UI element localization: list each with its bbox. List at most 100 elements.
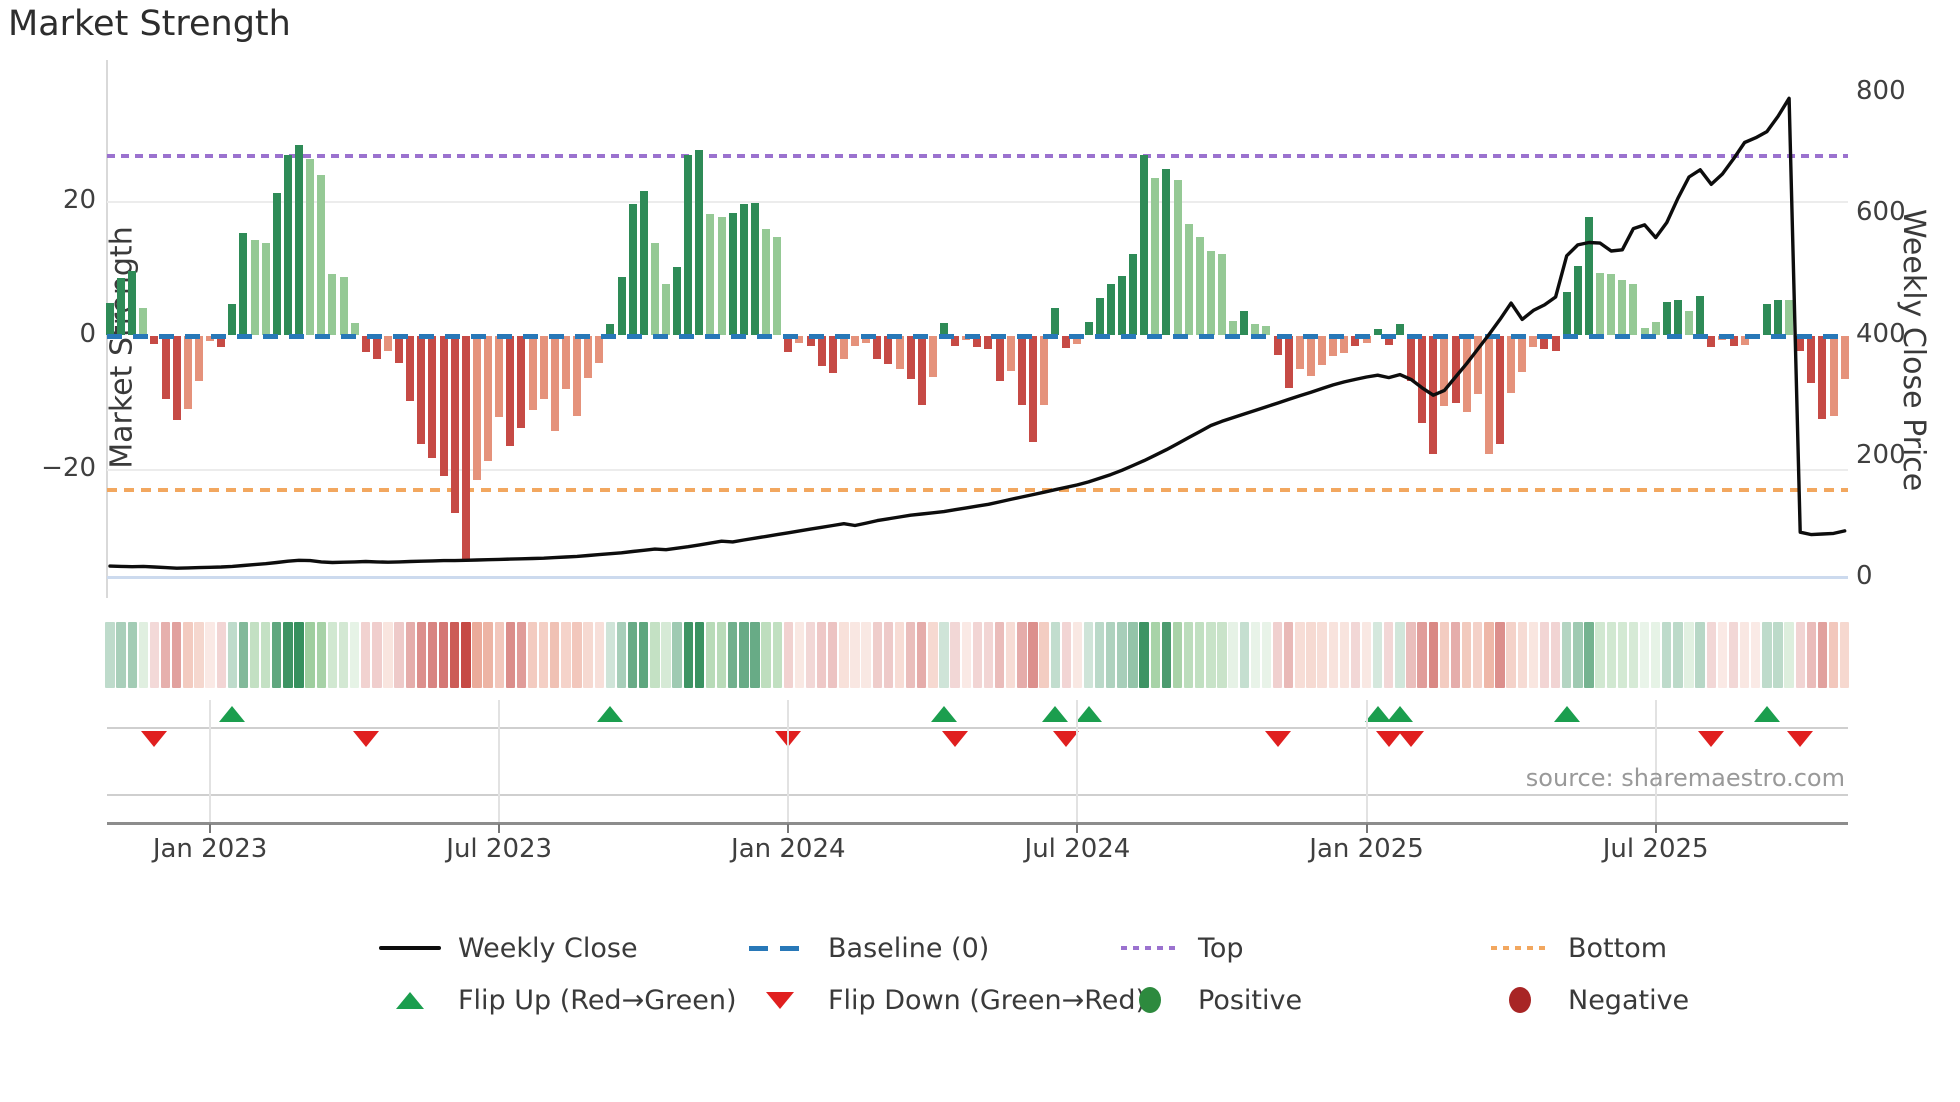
heatmap-cell <box>416 622 427 688</box>
flip-down-marker <box>942 731 969 747</box>
heatmap-cell <box>260 622 271 688</box>
flip-down-marker <box>1053 731 1080 747</box>
positive-strength-bar <box>1251 324 1260 335</box>
heatmap-cell <box>928 622 938 688</box>
negative-strength-bar <box>1840 336 1849 380</box>
heatmap-cell <box>894 622 905 688</box>
negative-strength-bar <box>895 336 904 370</box>
positive-strength-bar <box>1240 310 1249 335</box>
x-axis-tick-label: Jul 2024 <box>1024 834 1131 864</box>
flip-down-marker <box>352 731 379 747</box>
positive-dot-icon <box>1139 987 1161 1013</box>
flip-down-marker <box>1787 731 1814 747</box>
positive-strength-bar <box>1762 304 1771 335</box>
negative-strength-bar <box>806 336 815 347</box>
heatmap-cell <box>1250 622 1261 688</box>
heatmap-cell <box>394 622 404 688</box>
legend-item-label: Top <box>1198 932 1244 964</box>
heatmap-cell <box>1006 622 1016 688</box>
positive-strength-bar <box>306 158 315 335</box>
positive-strength-bar <box>739 204 748 335</box>
heatmap-cell <box>1817 622 1828 688</box>
weekly-close-line-swatch <box>379 946 441 950</box>
negative-strength-bar <box>1306 336 1315 377</box>
positive-strength-bar <box>350 322 359 335</box>
heatmap-cell <box>238 622 249 688</box>
positive-strength-bar <box>1129 254 1138 335</box>
heatmap-cell <box>728 622 738 688</box>
positive-strength-bar <box>139 307 148 335</box>
heatmap-cell <box>1206 622 1216 688</box>
negative-strength-bar <box>1507 336 1516 393</box>
negative-strength-bar <box>528 336 537 411</box>
marker-band-gridline <box>209 700 212 822</box>
positive-strength-bar <box>1184 224 1193 335</box>
heatmap-cell <box>1550 622 1561 688</box>
heatmap-cell <box>1528 622 1539 688</box>
heatmap-cell <box>1195 622 1205 688</box>
heatmap-cell <box>227 622 237 688</box>
heatmap-cell <box>1784 622 1794 688</box>
marker-band-gridline <box>498 700 501 822</box>
heatmap-cell <box>950 622 960 688</box>
negative-strength-bar <box>439 336 448 477</box>
negative-strength-bar <box>1440 336 1449 407</box>
positive-strength-bar <box>1596 272 1605 335</box>
heatmap-cell <box>783 622 793 688</box>
heatmap-cell <box>1361 622 1372 688</box>
flip-up-marker <box>219 706 246 722</box>
heatmap-cell <box>516 622 527 688</box>
heatmap-cell <box>1573 622 1583 688</box>
heatmap-cell <box>1295 622 1305 688</box>
negative-strength-bar <box>1807 336 1816 384</box>
negative-strength-bar <box>828 336 837 373</box>
x-axis-tick <box>209 824 212 833</box>
positive-strength-bar <box>1140 154 1149 335</box>
negative-strength-bar <box>795 336 804 343</box>
positive-strength-bar <box>1229 320 1238 335</box>
negative-strength-bar <box>1518 336 1527 373</box>
heatmap-cell <box>461 622 471 688</box>
positive-strength-bar <box>1573 266 1582 335</box>
negative-strength-bar <box>573 336 582 417</box>
heatmap-cell <box>283 622 293 688</box>
positive-strength-bar <box>717 216 726 335</box>
legend-row: Weekly Close Baseline (0) Top Bottom <box>0 928 1960 968</box>
negative-dot-icon <box>1509 987 1531 1013</box>
heatmap-cell <box>305 622 315 688</box>
positive-strength-bar <box>1051 307 1060 335</box>
gridline-minus20 <box>107 469 1848 471</box>
negative-strength-bar <box>595 336 604 363</box>
heatmap-cell <box>1717 622 1728 688</box>
heatmap-cell <box>1372 622 1383 688</box>
bottom-dotted-swatch <box>1491 945 1549 951</box>
negative-strength-bar <box>1318 336 1327 365</box>
positive-strength-bar <box>773 236 782 335</box>
heatmap-cell <box>750 622 760 688</box>
heatmap-cell <box>805 622 816 688</box>
heatmap-cell <box>1284 622 1294 688</box>
positive-strength-bar <box>1562 291 1571 335</box>
positive-strength-bar <box>272 192 281 335</box>
positive-strength-bar <box>1262 326 1271 335</box>
positive-strength-bar <box>1395 324 1404 335</box>
heatmap-cell <box>1317 622 1327 688</box>
flip-up-marker <box>931 706 957 722</box>
heatmap-cell <box>672 622 682 688</box>
heatmap-cell <box>1650 622 1661 688</box>
x-axis-tick <box>787 824 790 833</box>
heatmap-cell <box>1706 622 1716 688</box>
heatmap-cell <box>160 622 171 688</box>
heatmap-cell <box>1239 622 1249 688</box>
negative-strength-bar <box>161 336 170 399</box>
negative-strength-bar <box>1740 336 1749 345</box>
negative-strength-bar <box>1829 336 1838 417</box>
heatmap-cell <box>427 622 438 688</box>
flip-up-marker <box>1386 706 1413 722</box>
main-plot-area <box>106 60 1849 598</box>
negative-strength-bar <box>428 336 437 459</box>
positive-strength-bar <box>339 276 348 335</box>
heatmap-cell <box>361 622 371 688</box>
heatmap-cell <box>905 622 916 688</box>
